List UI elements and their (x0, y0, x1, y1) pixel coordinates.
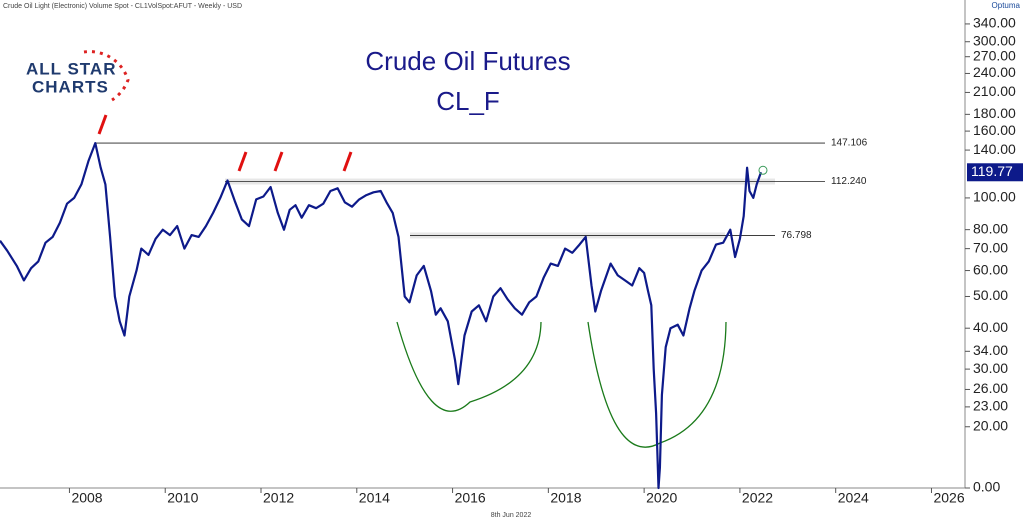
arrows (97, 114, 353, 172)
footer-date: 8th Jun 2022 (491, 512, 532, 519)
brand: Optuma (992, 1, 1021, 10)
y-tick-label: 300.00 (973, 32, 1016, 48)
level-label: 76.798 (781, 230, 812, 241)
y-tick-label: 70.00 (973, 239, 1008, 255)
y-tick-label: 60.00 (973, 261, 1008, 277)
y-tick-label: 270.00 (973, 47, 1016, 63)
y-tick-label: 34.00 (973, 342, 1008, 358)
x-tick-label: 2018 (550, 490, 581, 506)
y-tick-label: 0.00 (973, 479, 1000, 495)
y-tick-label: 40.00 (973, 319, 1008, 335)
y-tick-label: 340.00 (973, 15, 1016, 31)
last-price-box (967, 163, 1023, 182)
y-tick-label: 160.00 (973, 122, 1016, 138)
y-tick-label: 50.00 (973, 287, 1008, 303)
chart-title: Crude Oil Futures (365, 46, 570, 76)
x-tick-label: 2014 (359, 490, 390, 506)
y-tick-label: 23.00 (973, 398, 1008, 414)
logo-text: ALL STAR (26, 59, 116, 78)
y-tick-label: 30.00 (973, 360, 1008, 376)
y-tick-label: 20.00 (973, 417, 1008, 433)
last-price-label: 119.77 (971, 163, 1013, 179)
level-label: 112.240 (831, 176, 867, 187)
x-tick-label: 2010 (167, 490, 198, 506)
y-tick-label: 210.00 (973, 83, 1016, 99)
rounding-arc (396, 321, 542, 412)
arrow (273, 151, 284, 172)
x-tick-label: 2008 (71, 490, 102, 506)
x-tick-label: 2020 (646, 490, 677, 506)
last-marker (758, 165, 768, 175)
chart-subtitle: CL_F (436, 86, 500, 116)
logo: ALL STAR CHARTS (26, 50, 130, 102)
y-tick-label: 180.00 (973, 105, 1016, 121)
level-label: 147.106 (831, 138, 868, 149)
y-tick-label: 100.00 (973, 189, 1016, 205)
x-tick-label: 2016 (455, 490, 486, 506)
arrow (342, 151, 353, 172)
price-line (0, 142, 763, 490)
y-tick-label: 80.00 (973, 220, 1008, 236)
x-tick-label: 2012 (263, 490, 294, 506)
arrow (97, 114, 108, 135)
y-tick-label: 140.00 (973, 141, 1016, 157)
arrow (237, 151, 248, 172)
logo-text: CHARTS (32, 77, 109, 96)
header: Crude Oil Light (Electronic) Volume Spot… (3, 3, 242, 10)
y-tick-label: 240.00 (973, 64, 1016, 80)
x-tick-label: 2024 (838, 490, 869, 506)
y-tick-label: 26.00 (973, 380, 1008, 396)
x-tick-label: 2026 (933, 490, 964, 506)
x-tick-label: 2022 (742, 490, 773, 506)
